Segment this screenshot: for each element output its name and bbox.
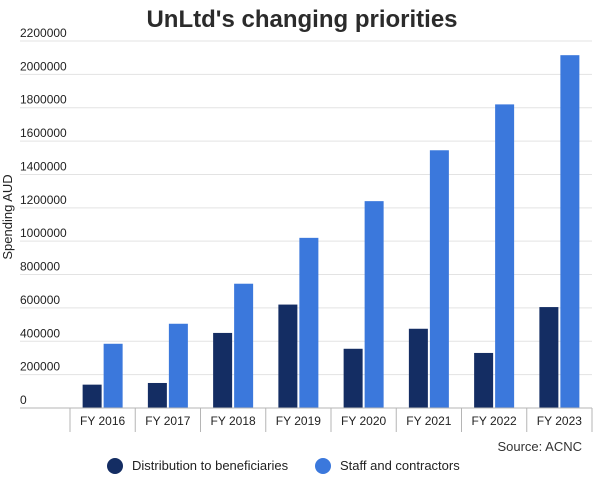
y-tick-label: 1600000: [20, 126, 67, 140]
y-axis-ticks: 0 200000 400000 600000 800000 1000000 1200000 1…: [20, 26, 67, 407]
bar: [103, 343, 123, 408]
y-tick-label: 2000000: [20, 59, 67, 73]
x-tick-label: FY 2018: [211, 414, 256, 428]
x-tick-label: FY 2020: [341, 414, 386, 428]
y-tick-label: 200000: [20, 360, 60, 374]
x-tick-label: FY 2021: [406, 414, 451, 428]
y-tick-label: 2200000: [20, 26, 67, 40]
y-tick-label: 1400000: [20, 159, 67, 173]
x-tick-label: FY 2017: [145, 414, 190, 428]
y-tick-label: 0: [20, 393, 27, 407]
bar: [539, 307, 559, 408]
bar: [147, 382, 167, 408]
legend: Distribution to beneficiaries Staff and c…: [107, 458, 460, 474]
x-axis: FY 2016 FY 2017 FY 2018 FY 2019 FY 2020 FY 20…: [20, 407, 593, 432]
legend-label: Distribution to beneficiaries: [132, 458, 289, 473]
bar: [474, 352, 494, 408]
y-tick-label: 1200000: [20, 193, 67, 207]
x-tick-label: FY 2022: [472, 414, 517, 428]
y-tick-label: 1800000: [20, 93, 67, 107]
bar: [82, 384, 102, 408]
y-tick-label: 600000: [20, 293, 60, 307]
x-tick-label: FY 2019: [276, 414, 321, 428]
source-note: Source: ACNC: [497, 439, 582, 454]
bar: [560, 55, 580, 409]
bar: [168, 323, 188, 408]
y-axis-label: Spending AUD: [0, 174, 15, 259]
bar: [408, 328, 428, 408]
bar: [495, 104, 515, 409]
bar: [213, 332, 233, 408]
bar: [343, 348, 363, 408]
y-tick-label: 800000: [20, 260, 60, 274]
bars: [82, 55, 580, 409]
legend-label: Staff and contractors: [340, 458, 460, 473]
y-tick-label: 400000: [20, 326, 60, 340]
bar: [278, 304, 298, 408]
bar: [429, 150, 449, 408]
legend-marker: [315, 458, 331, 474]
bar: [364, 201, 384, 408]
x-tick-label: FY 2016: [80, 414, 125, 428]
x-tick-label: FY 2023: [537, 414, 582, 428]
bar: [299, 237, 319, 408]
y-tick-label: 1000000: [20, 226, 67, 240]
chart-title: UnLtd's changing priorities: [146, 6, 457, 33]
legend-marker: [107, 458, 123, 474]
bar: [234, 283, 254, 408]
